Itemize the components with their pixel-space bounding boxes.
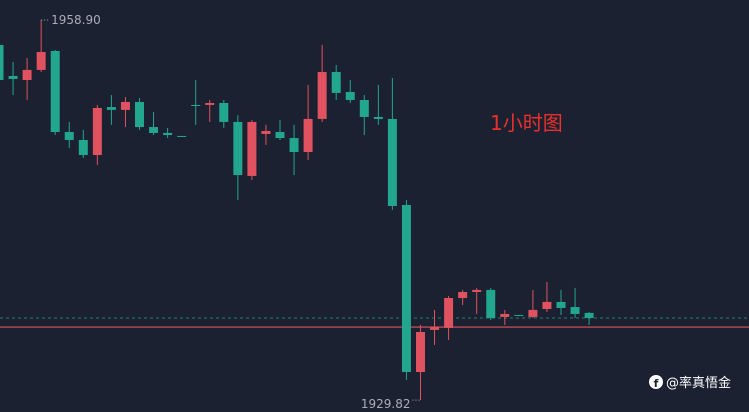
candle-body xyxy=(205,103,215,105)
candle-body xyxy=(8,75,18,79)
candle-body xyxy=(149,127,159,133)
candle-body xyxy=(387,118,397,206)
candle-body xyxy=(345,92,355,100)
candle-body xyxy=(120,101,130,110)
min-label: 1929.82 xyxy=(361,397,411,411)
candle-body xyxy=(135,101,144,128)
candle-body xyxy=(401,204,411,373)
annotation: 1小时图 xyxy=(490,111,563,135)
candle-body xyxy=(331,72,341,93)
candle-body xyxy=(289,138,299,153)
candle-body xyxy=(500,313,510,317)
candle-body xyxy=(64,132,74,140)
candle-body xyxy=(261,130,271,134)
candle-body xyxy=(247,121,257,176)
candle-body xyxy=(22,69,32,80)
candle-body xyxy=(233,121,243,176)
candle-body xyxy=(177,135,187,137)
watermark: @率真悟金 xyxy=(666,375,731,391)
candle-body xyxy=(472,289,482,293)
candle-body xyxy=(458,292,468,299)
candle-body xyxy=(416,332,425,373)
candle-body xyxy=(359,99,369,117)
candle-body xyxy=(303,118,313,153)
candle-body xyxy=(528,309,538,317)
candle-body xyxy=(317,72,327,119)
candle-body xyxy=(486,289,496,319)
candle-body xyxy=(78,139,88,156)
candle-body xyxy=(570,307,580,314)
candle-body xyxy=(50,50,60,133)
candle-body xyxy=(373,116,383,119)
candle-body xyxy=(444,298,454,328)
candle-body xyxy=(556,301,566,308)
candle-body xyxy=(163,132,173,136)
watermark-icon: f xyxy=(649,375,663,390)
max-label: 1958.90 xyxy=(51,13,101,27)
candle-body xyxy=(219,103,229,122)
candle-body xyxy=(430,327,440,330)
candle-body xyxy=(92,107,102,156)
candle-body xyxy=(0,44,4,80)
candle-body xyxy=(542,301,552,309)
candle-body xyxy=(584,312,594,319)
candle-body xyxy=(514,315,524,317)
candle-body xyxy=(36,52,46,70)
svg-text:f: f xyxy=(654,377,659,390)
candle-body xyxy=(275,132,285,139)
candle-body xyxy=(106,107,116,110)
candle-body xyxy=(191,104,201,107)
